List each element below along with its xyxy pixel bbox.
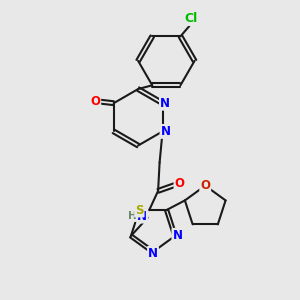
Text: N: N (160, 125, 170, 138)
Text: Cl: Cl (184, 12, 197, 25)
Text: O: O (90, 95, 100, 108)
Text: N: N (172, 229, 182, 242)
Text: O: O (200, 179, 210, 192)
Text: O: O (175, 177, 184, 190)
Text: N: N (137, 210, 147, 223)
Text: N: N (160, 97, 170, 110)
Text: H: H (128, 211, 136, 221)
Text: S: S (135, 203, 144, 217)
Text: N: N (148, 247, 158, 260)
